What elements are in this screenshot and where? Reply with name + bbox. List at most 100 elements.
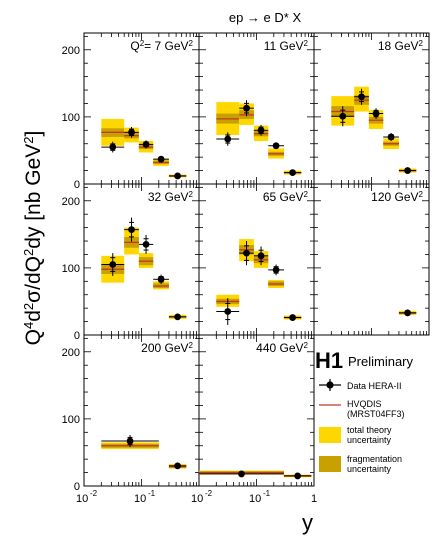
data-point	[109, 261, 117, 268]
y-tick-label: 100	[62, 112, 80, 124]
legend-total-entry: total theory uncertainty	[319, 425, 392, 445]
x-tick-1e-1-left-exp: -1	[148, 489, 156, 498]
data-point	[257, 126, 265, 134]
data-point	[157, 155, 165, 163]
legend-data-entry: Data HERA-II	[319, 379, 402, 391]
y-tick-label: 100	[62, 414, 80, 426]
data-point	[109, 143, 117, 151]
x-tick-labels: 10 -2 10 -1 10 -2 10 -1 1	[76, 489, 317, 505]
y-axis-label: Q4d2σ/dQ2dy [nb GeV2]	[21, 131, 46, 346]
legend-frag-swatch	[319, 456, 341, 472]
data-point	[157, 275, 165, 283]
panel-1: 0 100 200 Q2= 7 GeV2	[62, 32, 200, 191]
data-point	[339, 112, 347, 120]
legend-data-marker	[326, 381, 334, 389]
legend-data-label: Data HERA-II	[347, 381, 402, 391]
data-point	[243, 249, 250, 257]
data-point	[404, 167, 411, 174]
panel-q2-label: 32 GeV2	[148, 190, 194, 205]
legend-model-label-2: (MRST04FF3)	[347, 409, 405, 419]
panel-3: 18 GeV2	[313, 32, 430, 185]
legend-model-entry: HVQDIS (MRST04FF3)	[319, 399, 405, 419]
data-point	[358, 93, 365, 101]
data-point	[238, 470, 245, 478]
x-tick-1e-1-right-base: 10	[249, 493, 261, 505]
data-point	[404, 309, 411, 317]
panel-q2-label: 440 GeV2	[256, 341, 308, 356]
y-label-sup-4: 4	[21, 322, 36, 329]
legend-frag-label-1: fragmentation	[347, 454, 402, 464]
data-point	[387, 133, 395, 141]
data-point	[372, 110, 380, 117]
data-point	[294, 472, 302, 480]
data-point	[272, 266, 280, 274]
legend-model-label-1: HVQDIS	[347, 399, 382, 409]
data-point	[174, 313, 181, 321]
panel-2: 11 GeV2	[198, 32, 315, 185]
x-tick-1e-2-left-exp: -2	[90, 489, 98, 498]
y-tick-label: 0	[74, 481, 80, 493]
y-label-sup-2b: 2	[21, 249, 36, 256]
panel-q2-label: Q2= 7 GeV2	[130, 39, 193, 54]
panel-frame	[198, 334, 315, 487]
legend-frag-label-2: uncertainty	[347, 464, 392, 474]
panel-8: 440 GeV2	[198, 334, 315, 487]
panel-7: 0 100 200 200 GeV2	[62, 334, 200, 493]
data-point	[126, 437, 134, 445]
x-tick-1e-2-right-exp: -2	[205, 489, 213, 498]
data-point	[224, 308, 232, 315]
y-label-q: Q	[22, 329, 45, 345]
y-label-sigma: σ/dQ	[22, 256, 45, 303]
panel-frame	[198, 32, 315, 185]
panel-frame	[313, 32, 430, 185]
panels-group: 0 100 200 Q2= 7 GeV2 11 GeV2 18 GeV2 0 100 200 32…	[62, 32, 430, 493]
y-label-sup-2c: 2	[21, 137, 36, 144]
data-point	[174, 462, 181, 470]
data-point	[289, 314, 296, 321]
y-label-d: d	[22, 310, 45, 322]
x-tick-1: 1	[311, 493, 317, 505]
y-tick-label: 0	[74, 179, 80, 191]
data-point	[128, 128, 135, 136]
y-tick-label: 200	[62, 196, 80, 208]
legend: Data HERA-II HVQDIS (MRST04FF3) total th…	[319, 379, 405, 474]
legend-frag-entry: fragmentation uncertainty	[319, 454, 402, 474]
data-point	[257, 252, 265, 260]
y-tick-label: 100	[62, 263, 80, 275]
data-point	[289, 169, 296, 176]
y-tick-label: 0	[74, 330, 80, 342]
panel-q2-label: 200 GeV2	[141, 341, 193, 356]
data-point	[243, 104, 250, 112]
panel-frame	[83, 334, 200, 487]
panel-q2-label: 18 GeV2	[378, 39, 424, 54]
legend-total-label-2: uncertainty	[347, 435, 392, 445]
x-axis-label: y	[302, 510, 313, 535]
data-point	[272, 142, 280, 150]
status-label: Preliminary	[348, 354, 414, 369]
data-point	[224, 135, 232, 143]
figure-title: ep → e D* X	[229, 10, 302, 25]
y-tick-label: 200	[62, 45, 80, 57]
data-point	[128, 226, 135, 234]
legend-total-label-1: total theory	[347, 425, 392, 435]
y-tick-label: 200	[62, 347, 80, 359]
x-tick-1e-1-left-base: 10	[134, 493, 146, 505]
panel-q2-label: 11 GeV2	[264, 39, 309, 54]
panel-6: 120 GeV2	[313, 183, 430, 336]
panel-q2-label: 65 GeV2	[263, 190, 309, 205]
legend-total-swatch	[319, 427, 341, 443]
x-tick-1e-2-right-base: 10	[191, 493, 203, 505]
panel-q2-label: 120 GeV2	[371, 190, 423, 205]
x-tick-1e-1-right-exp: -1	[263, 489, 271, 498]
panel-5: 65 GeV2	[198, 183, 315, 336]
panel-4: 0 100 200 32 GeV2	[62, 183, 200, 342]
y-label-sup-2a: 2	[21, 303, 36, 310]
experiment-label: H1	[315, 348, 343, 373]
data-point	[142, 141, 150, 148]
x-tick-1e-2-left-base: 10	[76, 493, 88, 505]
data-point	[174, 172, 181, 180]
y-label-dy: dy [nb GeV	[22, 144, 45, 249]
panel-frame	[83, 32, 200, 185]
y-label-close: ]	[22, 131, 45, 137]
